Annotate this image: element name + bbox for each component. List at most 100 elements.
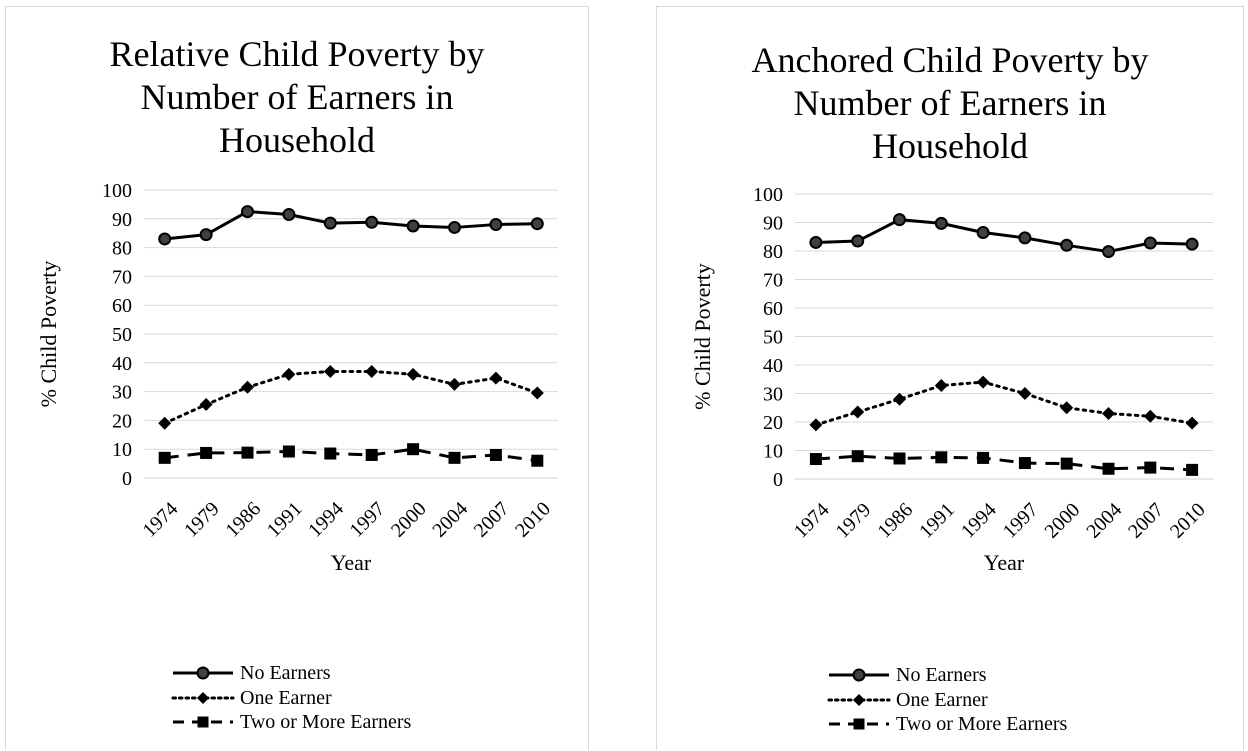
y-tick-label: 70	[112, 266, 132, 288]
one-earner-point	[158, 416, 172, 430]
y-tick-label: 50	[763, 327, 783, 349]
two-or-more-earners-point	[893, 452, 906, 465]
x-tick-label: 1994	[304, 498, 348, 542]
two-or-more-earners-point	[282, 445, 295, 458]
chart-title: Relative Child Poverty by Number of Earn…	[109, 34, 485, 160]
no-earners-point	[158, 232, 172, 246]
one-earner-point	[241, 380, 254, 394]
y-tick-label: 50	[112, 324, 132, 346]
y-tick-label: 10	[763, 441, 783, 463]
two-or-more-earners-point	[241, 446, 254, 459]
x-tick-label: 1997	[346, 498, 390, 542]
two-or-more-earners-point	[1186, 463, 1199, 476]
x-tick-label: 1974	[139, 498, 183, 542]
relative-poverty-chart: 0102030405060708090100197419791986199119…	[36, 180, 558, 575]
x-tick-label: 1986	[873, 499, 917, 543]
two-or-more-earners-point	[365, 448, 378, 461]
one-earner-point	[448, 377, 461, 391]
y-tick-label: 40	[763, 355, 783, 377]
one-earner-point	[1143, 409, 1157, 423]
legend-label: No Earners	[240, 662, 331, 684]
no-earners-series-line	[164, 210, 538, 241]
two-or-more-earners-point	[158, 451, 171, 464]
anchored-poverty-chart-panel: Anchored Child Poverty by Number of Earn…	[656, 6, 1244, 750]
no-earners-point	[241, 205, 254, 219]
y-tick-label: 90	[112, 209, 132, 231]
x-tick-label: 1991	[263, 498, 307, 542]
one-earner-point	[893, 392, 906, 406]
one-earner-point	[1102, 406, 1115, 420]
two-or-more-earners-point	[1102, 462, 1115, 475]
legend-label: No Earners	[896, 664, 987, 686]
legend-label: One Earner	[896, 688, 988, 711]
one-earner-point	[406, 367, 420, 381]
one-earner-legend-key	[827, 693, 891, 706]
x-tick-label: 1991	[915, 499, 959, 543]
x-tick-label: 2004	[428, 498, 472, 542]
no-earners-point	[809, 235, 823, 249]
x-tick-label: 1994	[957, 499, 1001, 543]
two-or-more-earners-point	[1144, 461, 1157, 474]
no-earners-point	[1018, 231, 1032, 245]
two-or-more-earners-series-line	[164, 447, 538, 463]
two-or-more-earners-point	[489, 448, 502, 461]
x-tick-label: 1979	[832, 499, 876, 543]
x-tick-label: 2010	[1166, 499, 1210, 543]
two-or-more-earners-point	[1018, 457, 1031, 470]
x-axis-title: Year	[984, 550, 1025, 575]
two-or-more-earners-point	[1060, 457, 1073, 470]
one-earner-series-line	[814, 380, 1194, 427]
two-or-more-earners-legend-key	[173, 716, 233, 728]
y-tick-label: 30	[763, 384, 783, 406]
two-or-more-earners-point	[407, 443, 420, 456]
y-tick-label: 80	[112, 238, 132, 260]
x-tick-label: 2010	[511, 498, 555, 542]
no-earners-point	[1143, 236, 1157, 250]
one-earner-point	[809, 418, 823, 432]
one-earner-legend-key	[171, 691, 235, 704]
y-tick-label: 80	[763, 241, 783, 263]
y-tick-label: 100	[102, 180, 132, 202]
no-earners-point	[489, 218, 503, 232]
no-earners-legend-key	[829, 668, 889, 682]
two-or-more-earners-point	[531, 454, 544, 467]
one-earner-point	[489, 371, 503, 385]
no-earners-point	[406, 219, 420, 233]
no-earners-point	[851, 234, 865, 248]
x-tick-label: 1974	[790, 499, 834, 543]
x-tick-label: 2004	[1082, 499, 1126, 543]
y-axis-title: % Child Poverty	[690, 263, 715, 410]
y-tick-label: 10	[112, 439, 132, 461]
relative-poverty-chart-panel: Relative Child Poverty by Number of Earn…	[5, 6, 589, 750]
two-or-more-earners-point	[935, 451, 948, 464]
y-tick-label: 100	[753, 184, 783, 206]
x-tick-label: 2000	[1041, 499, 1085, 543]
one-earner-point	[1060, 401, 1074, 415]
y-tick-label: 20	[763, 412, 783, 434]
two-or-more-earners-point	[200, 446, 213, 459]
one-earner-point	[199, 398, 213, 412]
one-earner-point	[323, 364, 337, 378]
two-or-more-earners-point	[448, 451, 461, 464]
y-tick-label: 60	[763, 298, 783, 320]
legend-label: One Earner	[240, 686, 332, 709]
no-earners-series-line	[815, 218, 1193, 254]
one-earner-point	[934, 379, 948, 393]
x-tick-label: 2007	[470, 498, 514, 542]
two-or-more-earners-point	[851, 450, 864, 463]
y-tick-label: 0	[122, 468, 132, 490]
one-earner-point	[1185, 416, 1199, 430]
x-tick-label: 1979	[180, 498, 224, 542]
one-earner-point	[1018, 387, 1032, 400]
two-or-more-earners-point	[977, 451, 990, 464]
no-earners-legend-key	[173, 666, 233, 680]
no-earners-point	[893, 213, 906, 227]
y-tick-label: 0	[773, 469, 783, 491]
legend-label: Two or More Earners	[240, 711, 412, 733]
no-earners-point	[323, 216, 337, 230]
legend-label: Two or More Earners	[896, 713, 1068, 735]
y-tick-label: 20	[112, 410, 132, 432]
one-earner-point	[282, 367, 296, 381]
y-tick-label: 90	[763, 213, 783, 235]
no-earners-point	[199, 228, 213, 242]
